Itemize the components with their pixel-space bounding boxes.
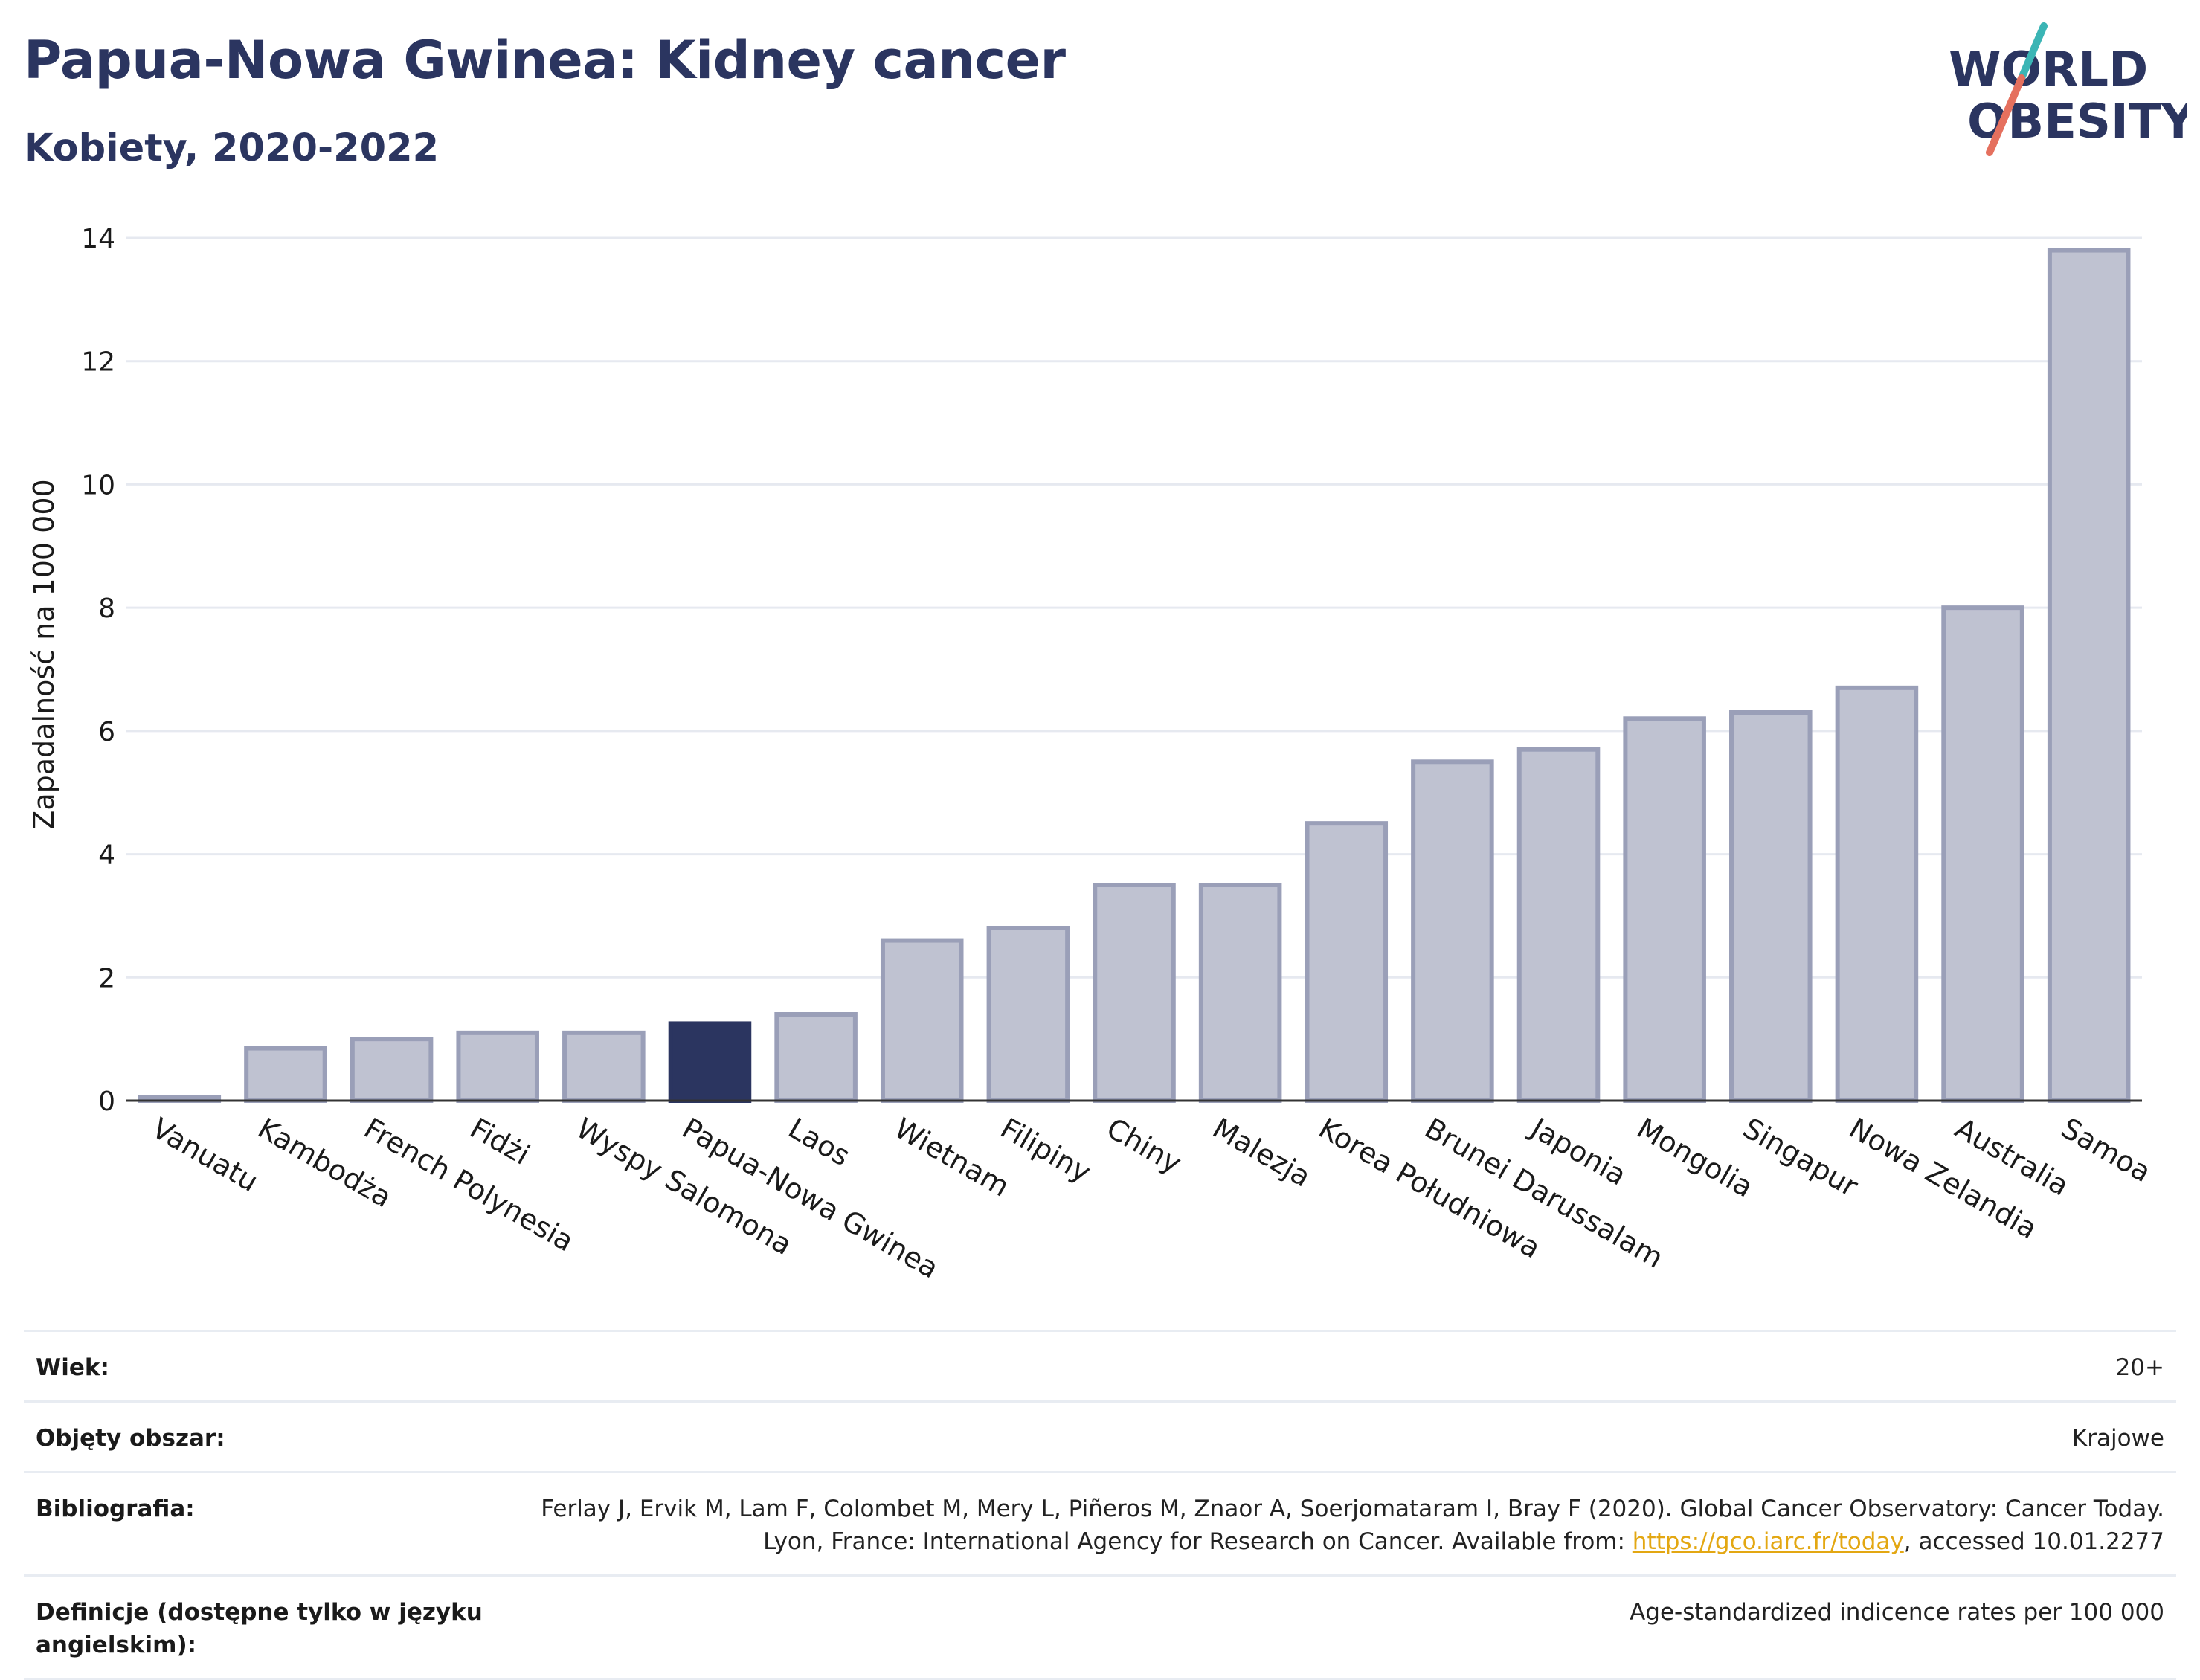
logo-slash-red: [1986, 74, 2025, 156]
meta-age-label: Wiek:: [36, 1354, 109, 1381]
world-obesity-logo: WORLD OBESITY: [1949, 22, 2187, 156]
y-tick-label: 0: [98, 1087, 115, 1117]
bar: [456, 1030, 539, 1104]
bar: [1729, 710, 1813, 1103]
meta-def-value: Age-standardized indicence rates per 100…: [1630, 1599, 2164, 1626]
x-tick-label: Nowa Zelandia: [1844, 1112, 2042, 1246]
bar: [244, 1046, 327, 1103]
meta-bib-text-2: , accessed 10.01.2277: [1903, 1528, 2164, 1555]
bar: [350, 1037, 434, 1103]
y-axis-ticks: 0 2 4 6 8 10 12 14: [81, 224, 115, 1117]
y-tick-label: 8: [98, 593, 115, 624]
meta-bib-link[interactable]: https://gco.iarc.fr/today: [1632, 1528, 1904, 1555]
y-tick-label: 2: [98, 963, 115, 994]
meta-def-label: Definicje (dostępne tylko w języku angie…: [36, 1599, 483, 1658]
meta-row-age: Wiek: 20+: [24, 1330, 2176, 1402]
meta-row-area: Objęty obszar: Krajowe: [24, 1401, 2176, 1473]
bar: [986, 926, 1070, 1103]
meta-age-value: 20+: [2115, 1354, 2164, 1381]
bar: [562, 1030, 646, 1104]
meta-area-label: Objęty obszar:: [36, 1425, 225, 1452]
bar: [880, 938, 964, 1103]
x-tick-label: Singapur: [1737, 1112, 1864, 1203]
x-tick-label: Laos: [783, 1112, 856, 1173]
x-tick-label: Chiny: [1101, 1112, 1187, 1180]
x-tick-label: Mongolia: [1632, 1112, 1759, 1204]
bar: [1516, 747, 1601, 1103]
bar: [1093, 883, 1176, 1103]
chart-subtitle: Kobiety, 2020-2022: [24, 126, 440, 170]
logo-slash-teal: [2018, 22, 2048, 82]
bar: [2047, 248, 2131, 1104]
metadata-table: Wiek: 20+ Objęty obszar: Krajowe Bibliog…: [24, 1330, 2176, 1680]
y-axis-label: Zapadalność na 100 000: [28, 479, 60, 829]
bar: [1305, 821, 1389, 1103]
logo-line-1: WORLD: [1949, 42, 2148, 97]
bar-chart: 0 2 4 6 8 10 12 14 Zapadalność na 100 000 Vanua…: [28, 224, 2157, 1285]
meta-row-bibliography: Bibliografia: Ferlay J, Ervik M, Lam F, …: [24, 1472, 2176, 1576]
y-tick-label: 14: [81, 224, 115, 254]
meta-bib-text-1: Ferlay J, Ervik M, Lam F, Colombet M, Me…: [541, 1496, 2164, 1555]
bar: [1941, 605, 2024, 1103]
meta-area-value: Krajowe: [2071, 1425, 2164, 1452]
x-tick-label: Wietnam: [889, 1112, 1014, 1203]
bars: [138, 248, 2131, 1104]
bar-highlighted: [668, 1021, 752, 1104]
y-tick-label: 10: [81, 470, 115, 501]
y-tick-label: 4: [98, 840, 115, 871]
bar: [1411, 759, 1494, 1104]
bar: [774, 1012, 858, 1103]
y-tick-label: 12: [81, 347, 115, 378]
meta-bib-label: Bibliografia:: [36, 1496, 195, 1522]
x-tick-label: Malezja: [1207, 1112, 1316, 1194]
meta-row-definitions: Definicje (dostępne tylko w języku angie…: [24, 1575, 2176, 1679]
chart-title: Papua-Nowa Gwinea: Kidney cancer: [24, 30, 1066, 91]
bar: [1623, 716, 1706, 1103]
bar: [1198, 883, 1282, 1103]
bar: [1835, 685, 1919, 1103]
x-tick-label: Vanuatu: [147, 1112, 264, 1198]
y-tick-label: 6: [98, 717, 115, 747]
meta-bib-value: Ferlay J, Ervik M, Lam F, Colombet M, Me…: [524, 1473, 2176, 1576]
x-tick-label: Fidżi: [465, 1112, 535, 1171]
